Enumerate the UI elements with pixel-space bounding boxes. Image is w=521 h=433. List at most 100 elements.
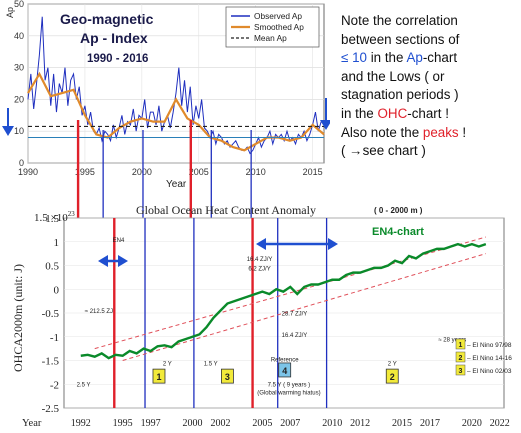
- ohc-x-tick-label: 2020: [462, 418, 482, 429]
- nino-legend-number: 3: [459, 368, 463, 375]
- ohc-x-tick-label: 2017: [420, 418, 440, 429]
- note-line-7: Also note the peaks !: [341, 124, 517, 143]
- note-line-1: Note the correlation: [341, 13, 458, 28]
- ohc-annotations: ≈ 212.5 ZJ 16.4 ZJ/Y 6.2 ZJ/Y 28.7 ZJ/Y 16.4…: [77, 238, 467, 397]
- note-text: in the: [341, 105, 378, 121]
- nino-legend-swatch: [455, 364, 466, 376]
- ap-y-tick-label: 20: [14, 94, 24, 104]
- ohc-annotation: 1.5 Y: [204, 361, 218, 367]
- low-arrow-left: [2, 108, 14, 136]
- el-nino-box-label: 3: [225, 372, 230, 382]
- ap-period-markers: [76, 120, 252, 218]
- ohc-scale-note-text: 1.5 ×10: [34, 212, 68, 224]
- nino-legend-number: 1: [459, 342, 463, 349]
- ap-x-tick-label: 2015: [303, 167, 323, 177]
- ohc-x-tick-label: 2015: [392, 418, 412, 429]
- el-nino-box: [152, 368, 166, 384]
- ohc-y-tick-label: -2.5: [42, 403, 60, 415]
- ohc-title-range: ( 0 - 2000 m ): [374, 206, 423, 215]
- correlation-note: Note the correlation between sections of…: [341, 12, 517, 161]
- note-text: !: [458, 124, 467, 140]
- ohc-y-tick-label: -1: [50, 332, 59, 344]
- note-peaks-word: peaks: [422, 124, 459, 140]
- ap-index-chart: 0 10 20 30 40 50 1990 1995 2000 2005 2010 2015 Ap …: [2, 0, 330, 218]
- stagnation-arrow-left-head: [98, 255, 108, 267]
- nino-legend-swatch: [455, 351, 466, 363]
- note-text: -chart !: [407, 105, 449, 121]
- ap-x-label: Year: [166, 179, 187, 190]
- ap-y-ticks: 0 10 20 30 40 50: [14, 0, 24, 168]
- ohc-annotation: (Global warming hiatus): [257, 391, 320, 397]
- note-ohc-word: OHC: [377, 105, 408, 121]
- ap-subtitle: Ap - Index: [80, 30, 148, 46]
- ohc-period-markers: [113, 218, 328, 408]
- ohc-x-tick-label: 1995: [113, 418, 133, 429]
- el-nino-box-label: 4: [282, 366, 287, 376]
- note-line-6: in the OHC-chart !: [341, 105, 517, 124]
- ap-x-tick-label: 2000: [132, 167, 152, 177]
- ohc-x-tick-label: 2012: [350, 418, 370, 429]
- low-arrow-right-head: [320, 120, 330, 130]
- el-nino-box-label: 1: [156, 372, 161, 382]
- hiatus-arrow: [256, 238, 338, 250]
- ohc-x-tick-label: 2005: [252, 418, 272, 429]
- note-threshold: ≤ 10: [341, 50, 367, 66]
- ap-y-tick-label: 0: [19, 158, 24, 168]
- ohc-scale-exponent: 23: [68, 210, 76, 218]
- ohc-y-tick-label: -0.5: [42, 308, 60, 320]
- en4-ohc-line: [80, 242, 487, 360]
- ap-x-tick-label: 2010: [246, 167, 266, 177]
- ohc-x-ticks: 1992 1995 1997 2000 2002 2005 2007 2010 2012 2015…: [71, 418, 510, 429]
- ohc-annotation: ≈ 28 years: [438, 338, 466, 344]
- ohc-y-tick-label: 0.5: [45, 261, 59, 273]
- ap-legend-smoothed: Smoothed Ap: [254, 22, 304, 32]
- ohc-y-tick-label: -2: [50, 379, 59, 391]
- ohc-series-label: EN4-chart: [372, 226, 424, 238]
- hiatus-arrow-left-head: [256, 238, 266, 250]
- ohc-annotation: EN4: [113, 238, 125, 244]
- note-line-4: and the Lows ( or: [341, 68, 445, 84]
- ohc-annotation: 2 Y: [163, 361, 172, 367]
- ohc-y-label: OHCA2000m (unit: J): [11, 264, 25, 372]
- ocean-heat-content-chart: -2.5 -2 -1.5 -1 -0.5 0 0.5 1 1.5 1992 1995 1997 200…: [11, 203, 512, 429]
- ohc-annotation: 16.4 ZJ/Y: [282, 333, 308, 339]
- ohc-annotation: 16.4 ZJ/Y: [247, 257, 273, 263]
- low-arrow-right: [320, 98, 330, 130]
- ohc-annotation: Reference: [271, 357, 299, 363]
- ohc-scale-note: 1.5 ×1023: [34, 210, 75, 224]
- ap-x-tick-label: 1995: [75, 167, 95, 177]
- ap-x-ticks: 1990 1995 2000 2005 2010 2015: [18, 167, 323, 177]
- ohc-y-tick-label: -1.5: [42, 356, 60, 368]
- stagnation-arrow: [98, 255, 128, 267]
- note-line-2: between sections of: [341, 31, 460, 47]
- ap-legend-mean: Mean Ap: [254, 33, 287, 43]
- nino-legend: 1 – El Nino 97/98 2 – El Nino 14-16 3 – El Ni…: [455, 338, 512, 376]
- ohc-y-tick-label: 1.5: [45, 213, 59, 225]
- nino-legend-label: – El Nino 14-16: [467, 355, 512, 362]
- ap-y-tick-label: 40: [14, 31, 24, 41]
- ohc-annotation: 28.7 ZJ/Y: [282, 311, 308, 317]
- ap-legend: Observed Ap Smoothed Ap Mean Ap: [225, 6, 320, 48]
- ap-x-tick-label: 2005: [189, 167, 209, 177]
- note-text: -chart: [422, 50, 458, 66]
- trend-lower-line: [122, 253, 486, 361]
- ap-legend-observed: Observed Ap: [254, 11, 302, 21]
- ohc-title: Global Ocean Heat Content Anomaly: [136, 203, 316, 217]
- ohc-x-tick-label: 2022: [490, 418, 510, 429]
- note-ap-word: Ap: [406, 50, 423, 66]
- ohc-annotation: 2 Y: [388, 361, 397, 367]
- el-nino-box-label: 2: [390, 372, 395, 382]
- el-nino-box: [385, 368, 399, 384]
- stagnation-arrow-right-head: [118, 255, 128, 267]
- ohc-x-tick-label: 2010: [322, 418, 342, 429]
- ap-y-label: Ap: [5, 7, 15, 18]
- nino-legend-swatch: [455, 338, 466, 350]
- ap-legend-box: [225, 6, 320, 48]
- ap-x-tick-label: 1990: [18, 167, 38, 177]
- ohc-y-tick-label: 1: [54, 237, 60, 249]
- ohc-annotation: 6.2 ZJ/Y: [248, 266, 270, 272]
- note-text: Also note the: [341, 124, 423, 140]
- ohc-x-tick-label: 1997: [141, 418, 161, 429]
- ap-title: Geo-magnetic: [60, 11, 154, 27]
- el-nino-boxes: 1 3 4 2: [152, 362, 399, 384]
